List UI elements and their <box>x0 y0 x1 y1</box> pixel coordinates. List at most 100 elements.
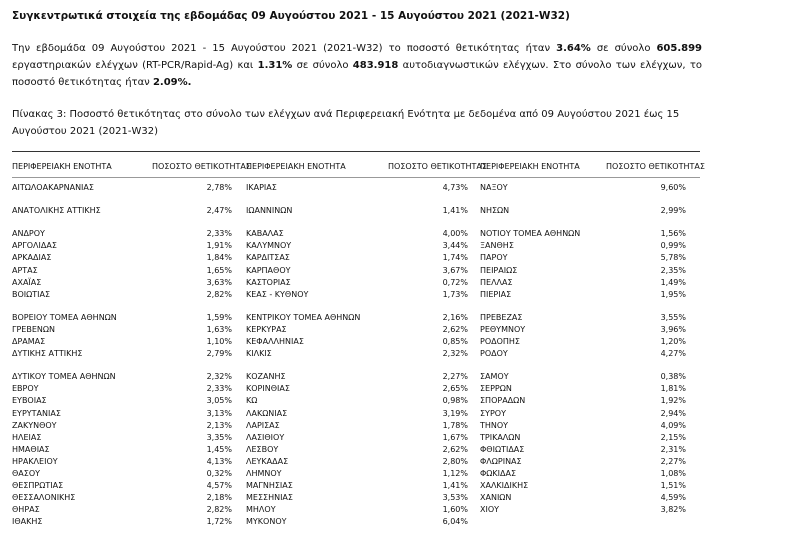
region-name: ΧΑΝΙΩΝ <box>480 493 512 503</box>
positivity-rate: 2,62% <box>442 324 468 334</box>
text-run: σε σύνολο <box>292 60 353 71</box>
positivity-rate: 4,00% <box>442 229 468 239</box>
positivity-rate: 3,05% <box>206 396 232 406</box>
region-name: ΕΥΡΥΤΑΝΙΑΣ <box>12 408 61 418</box>
positivity-rate: 1,92% <box>660 396 686 406</box>
region-name: ΚΕΝΤΡΙΚΟΥ ΤΟΜΕΑ ΑΘΗΝΩΝ <box>246 312 361 322</box>
region-name: ΕΒΡΟΥ <box>12 384 39 394</box>
positivity-rate: 4,27% <box>660 349 686 359</box>
region-name: ΛΑΚΩΝΙΑΣ <box>246 408 288 418</box>
positivity-rate: 2,80% <box>442 456 468 466</box>
region-name: ΚΙΛΚΙΣ <box>246 349 272 359</box>
header-rule <box>12 177 700 178</box>
region-name: ΛΑΡΙΣΑΣ <box>246 420 280 430</box>
column-header: ΠΕΡΙΦΕΡΕΙΑΚΗ ΕΝΟΤΗΤΑ <box>12 162 112 171</box>
region-name: ΜΑΓΝΗΣΙΑΣ <box>246 481 293 491</box>
region-name: ΚΑΒΑΛΑΣ <box>246 229 284 239</box>
region-name: ΞΑΝΘΗΣ <box>480 241 514 251</box>
summary-paragraph: Την εβδομάδα 09 Αυγούστου 2021 - 15 Αυγο… <box>12 40 702 91</box>
region-name: ΑΙΤΩΛΟΑΚΑΡΝΑΝΙΑΣ <box>12 183 94 192</box>
region-name: ΙΚΑΡΙΑΣ <box>246 183 277 192</box>
region-name: ΡΕΘΥΜΝΟΥ <box>480 324 526 334</box>
positivity-rate: 0,99% <box>660 241 686 251</box>
positivity-rate: 2,35% <box>660 265 686 275</box>
positivity-rate: 1,56% <box>660 229 686 239</box>
region-name: ΘΕΣΣΑΛΟΝΙΚΗΣ <box>12 493 76 503</box>
region-name: ΣΠΟΡΑΔΩΝ <box>480 396 526 406</box>
region-name: ΡΟΔΟΥ <box>480 349 508 359</box>
region-name: ΓΡΕΒΕΝΩΝ <box>12 324 55 334</box>
positivity-rate: 1,65% <box>206 265 232 275</box>
region-name: ΠΡΕΒΕΖΑΣ <box>480 312 523 322</box>
region-name: ΛΗΜΝΟΥ <box>246 469 282 478</box>
positivity-rate: 6,04% <box>442 517 468 527</box>
region-name: ΦΩΚΙΔΑΣ <box>480 469 517 478</box>
positivity-rate: 1,45% <box>206 444 232 454</box>
positivity-rate: 3,44% <box>442 241 468 251</box>
region-name: ΤΗΝΟΥ <box>480 420 509 430</box>
region-name: ΜΥΚΟΝΟΥ <box>246 517 287 527</box>
region-name: ΛΕΣΒΟΥ <box>246 444 279 454</box>
region-name: ΘΕΣΠΡΩΤΙΑΣ <box>12 481 64 491</box>
positivity-rate: 1,73% <box>442 289 468 299</box>
positivity-rate: 1,59% <box>206 312 232 322</box>
positivity-rate: 1,78% <box>442 420 468 430</box>
region-name: ΝΑΞΟΥ <box>480 183 508 192</box>
region-name: ΛΑΣΙΘΙΟΥ <box>246 432 285 442</box>
positivity-rate: 4,73% <box>442 183 468 192</box>
region-name: ΜΗΛΟΥ <box>246 505 276 515</box>
positivity-rate: 1,12% <box>442 469 468 478</box>
region-name: ΔΥΤΙΚΗΣ ΑΤΤΙΚΗΣ <box>12 349 83 359</box>
region-name: ΦΘΙΩΤΙΔΑΣ <box>480 444 525 454</box>
bold-figure: 483.918 <box>352 60 399 71</box>
positivity-rate: 1,84% <box>206 253 232 263</box>
region-name: ΑΡΓΟΛΙΔΑΣ <box>12 241 57 251</box>
positivity-rate: 2,27% <box>442 372 468 382</box>
positivity-rate: 2,65% <box>442 384 468 394</box>
positivity-rate: 2,82% <box>206 505 232 515</box>
positivity-rate: 3,35% <box>206 432 232 442</box>
positivity-rate: 1,74% <box>442 253 468 263</box>
region-name: ΚΑΛΥΜΝΟΥ <box>246 241 292 251</box>
positivity-rate: 3,13% <box>206 408 232 418</box>
region-name: ΖΑΚΥΝΘΟΥ <box>12 420 57 430</box>
positivity-rate: 1,63% <box>206 324 232 334</box>
positivity-rate: 2,47% <box>206 206 232 216</box>
positivity-rate: 1,91% <box>206 241 232 251</box>
region-name: ΒΟΡΕΙΟΥ ΤΟΜΕΑ ΑΘΗΝΩΝ <box>12 312 117 322</box>
positivity-rate: 1,81% <box>660 384 686 394</box>
region-name: ΗΜΑΘΙΑΣ <box>12 444 50 454</box>
region-name: ΔΡΑΜΑΣ <box>12 337 46 346</box>
text-run: αυτοδιαγνωστικών ελέγχων. Στο σύνολο των… <box>12 60 702 88</box>
positivity-rate: 5,78% <box>660 253 686 263</box>
region-name: ΚΑΡΠΑΘΟΥ <box>246 265 291 275</box>
region-name: ΗΛΕΙΑΣ <box>12 432 42 442</box>
table-top-rule <box>12 151 700 152</box>
region-name: ΠΕΛΛΑΣ <box>480 277 513 287</box>
region-name: ΘΗΡΑΣ <box>12 505 40 515</box>
positivity-rate: 3,82% <box>660 505 686 515</box>
positivity-rate: 0,38% <box>660 372 686 382</box>
region-name: ΣΥΡΟΥ <box>480 408 506 418</box>
bold-figure: 605.899 <box>656 43 702 54</box>
region-name: ΧΑΛΚΙΔΙΚΗΣ <box>480 481 529 491</box>
region-name: ΑΡΚΑΔΙΑΣ <box>12 253 52 263</box>
region-name: ΕΥΒΟΙΑΣ <box>12 396 47 406</box>
positivity-rate: 0,32% <box>206 469 232 478</box>
region-name: ΤΡΙΚΑΛΩΝ <box>480 432 521 442</box>
positivity-rate: 2,18% <box>206 493 232 503</box>
region-name: ΑΝΔΡΟΥ <box>12 229 45 239</box>
region-name: ΑΡΤΑΣ <box>12 265 38 275</box>
positivity-rate: 1,41% <box>442 206 468 216</box>
region-name: ΠΑΡΟΥ <box>480 253 508 263</box>
region-name: ΚΩ <box>246 396 258 406</box>
positivity-rate: 2,33% <box>206 229 232 239</box>
positivity-rate: 1,41% <box>442 481 468 491</box>
region-name: ΗΡΑΚΛΕΙΟΥ <box>12 456 58 466</box>
region-name: ΑΝΑΤΟΛΙΚΗΣ ΑΤΤΙΚΗΣ <box>12 206 101 216</box>
positivity-rate: 2,33% <box>206 384 232 394</box>
region-name: ΧΙΟΥ <box>480 505 500 515</box>
positivity-rate: 1,72% <box>206 517 232 527</box>
positivity-rate: 2,15% <box>660 432 686 442</box>
region-name: ΔΥΤΙΚΟΥ ΤΟΜΕΑ ΑΘΗΝΩΝ <box>12 372 116 382</box>
